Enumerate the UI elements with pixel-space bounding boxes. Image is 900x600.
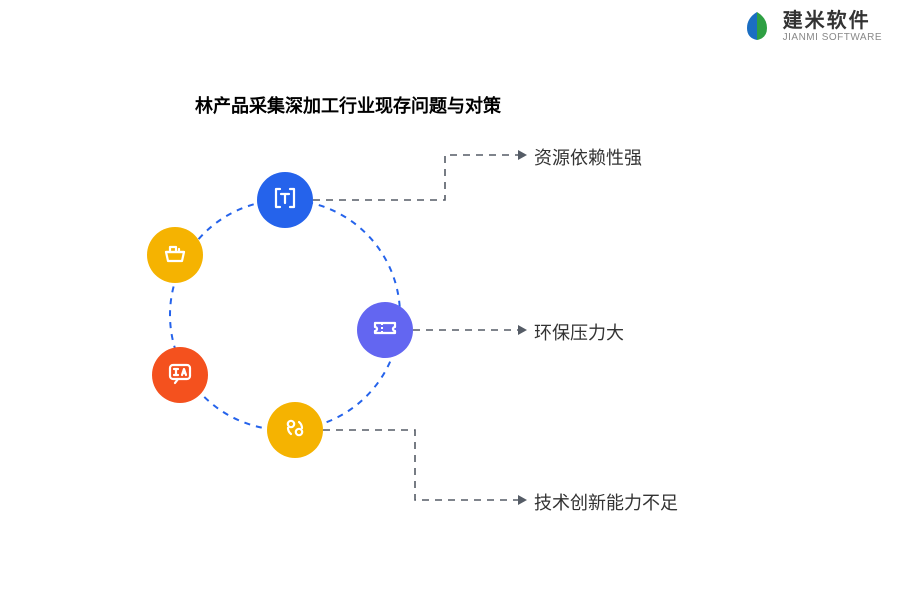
page-title: 林产品采集深加工行业现存问题与对策 [195, 92, 501, 118]
connector-line-0 [313, 155, 518, 200]
connector-arrow-1 [518, 325, 527, 335]
node-n-bottom [267, 402, 323, 458]
lang-bubble-icon [165, 358, 195, 393]
logo-text-cn: 建米软件 [783, 10, 882, 32]
ticket-icon [370, 313, 400, 348]
logo-icon [739, 8, 775, 44]
node-n-left-b [152, 347, 208, 403]
node-n-top [257, 172, 313, 228]
connector-label-1: 环保压力大 [534, 319, 624, 345]
connector-label-2: 技术创新能力不足 [534, 489, 678, 515]
connector-line-2 [323, 430, 518, 500]
connector-arrow-2 [518, 495, 527, 505]
connector-label-0: 资源依赖性强 [534, 144, 642, 170]
diagram-lines [120, 130, 820, 550]
swap-circles-icon [280, 413, 310, 448]
node-n-left-t [147, 227, 203, 283]
logo-text-en: JIANMI SOFTWARE [783, 32, 882, 43]
brand-logo: 建米软件 JIANMI SOFTWARE [739, 8, 882, 44]
connector-arrow-0 [518, 150, 527, 160]
diagram-container: 资源依赖性强环保压力大技术创新能力不足 [120, 130, 820, 550]
basket-icon [160, 238, 190, 273]
node-n-right [357, 302, 413, 358]
text-bracket-icon [270, 183, 300, 218]
